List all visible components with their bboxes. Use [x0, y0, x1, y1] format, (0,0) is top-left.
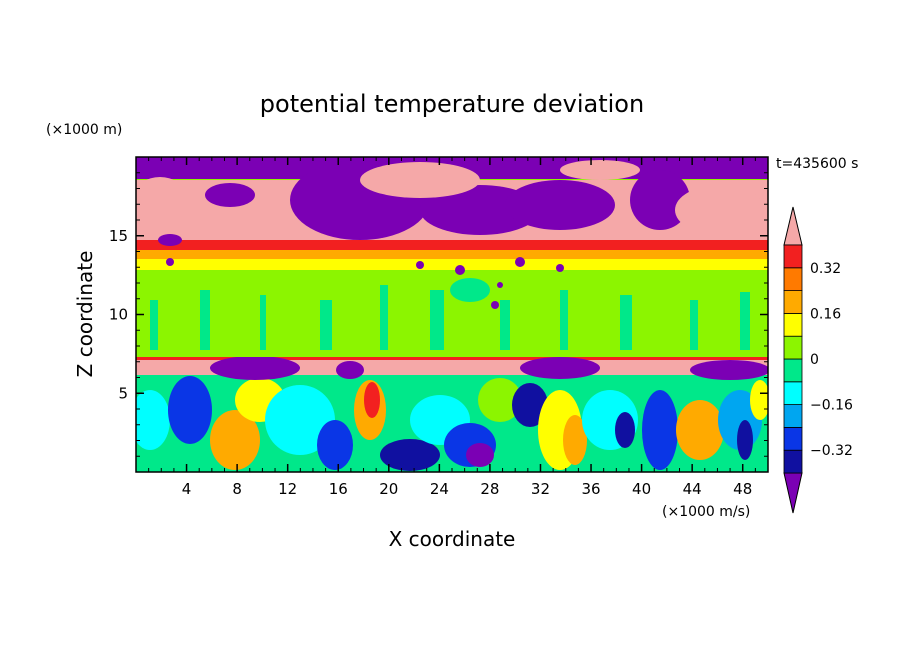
x-tick-label: 4 [182, 480, 192, 498]
red-band [136, 240, 768, 250]
chart-title: potential temperature deviation [260, 90, 644, 118]
y-tick-label: 10 [109, 306, 128, 324]
x-tick-label: 8 [232, 480, 242, 498]
x-tick-label: 36 [581, 480, 600, 498]
colorbar-label: −0.32 [810, 443, 853, 459]
x-axis-label: X coordinate [389, 527, 516, 551]
upper-pink-clouds [136, 160, 765, 235]
colorbar-swatch [783, 244, 803, 269]
colorbar-label: 0 [810, 352, 819, 368]
colorbar-swatch [783, 312, 803, 337]
contour-field [136, 157, 768, 472]
y-axis: 5 10 15 [109, 172, 768, 457]
orange-band [136, 250, 768, 259]
x-tick-label: 40 [632, 480, 651, 498]
x-tick-label: 28 [480, 480, 499, 498]
yellow-band [136, 258, 768, 270]
colorbar-extend-top [783, 206, 803, 246]
x-tick-label: 24 [430, 480, 449, 498]
x-tick-label: 16 [329, 480, 348, 498]
colorbar-swatch [783, 404, 803, 428]
mid-streaks [150, 285, 750, 350]
x-tick-label: 20 [379, 480, 398, 498]
colorbar-swatch [783, 449, 803, 474]
cold-caps-7km [210, 356, 768, 380]
colorbar-swatch [783, 426, 803, 451]
colorbar-label: 0.32 [810, 261, 841, 277]
x-axis: 4 8 12 16 20 24 28 32 36 40 44 48 [148, 157, 756, 498]
colorbar-extend-bottom [783, 472, 803, 514]
colorbar-swatch [783, 267, 803, 291]
colorbar [783, 206, 803, 514]
y-unit-label: (×1000 m) [46, 122, 122, 138]
lower-turbulent-blobs [136, 376, 768, 471]
y-tick-label: 15 [109, 227, 128, 245]
colorbar-label: −0.16 [810, 398, 853, 414]
x-unit-label: (×1000 m/s) [662, 504, 750, 520]
x-tick-label: 32 [531, 480, 550, 498]
y-axis-label: Z coordinate [73, 251, 97, 378]
x-tick-label: 12 [278, 480, 297, 498]
x-tick-label: 44 [683, 480, 702, 498]
colorbar-swatch [783, 335, 803, 360]
colorbar-swatch [783, 290, 803, 314]
y-tick-label: 5 [118, 384, 128, 402]
x-tick-label: 48 [733, 480, 752, 498]
colorbar-swatch [783, 358, 803, 383]
colorbar-labels: 0.32 0.16 0 −0.16 −0.32 [810, 261, 853, 459]
colorbar-swatch [783, 381, 803, 405]
colorbar-label: 0.16 [810, 306, 841, 322]
time-label: t=435600 s [776, 156, 858, 172]
